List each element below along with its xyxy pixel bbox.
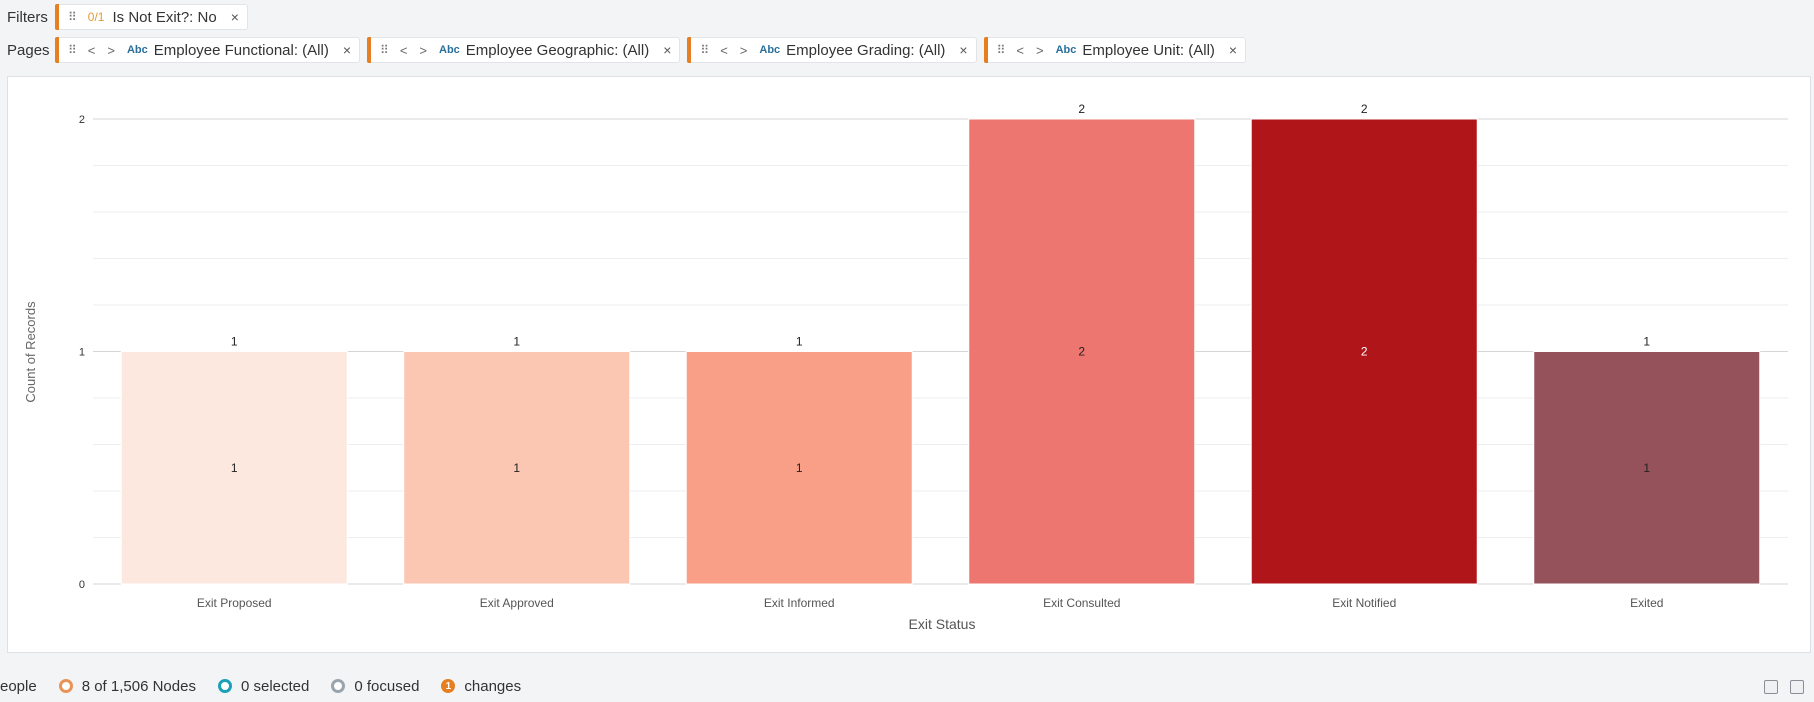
bar-top-label: 1 [231,335,238,349]
drag-handle-icon[interactable]: ⠿ [700,43,709,57]
changes-text: changes [464,677,522,695]
filter-chip-label: Is Not Exit?: No [112,8,217,26]
chevron-right-icon[interactable]: > [107,42,115,58]
x-tick-label: Exited [1630,596,1663,610]
changes-count[interactable]: 1 changes [441,678,521,695]
status-bar: eople 8 of 1,506 Nodes 0 selected 0 focu… [0,670,1814,702]
drag-handle-icon[interactable]: ⠿ [380,43,389,57]
y-tick-label: 0 [79,579,85,591]
drag-handle-icon[interactable]: ⠿ [68,43,77,57]
close-icon[interactable]: × [230,9,239,25]
focused-text: 0 focused [354,677,420,695]
close-icon[interactable]: × [663,42,672,58]
bar-value-label: 1 [513,461,520,475]
duplicate-panel-icon[interactable] [1790,680,1804,694]
bar[interactable] [403,351,631,585]
bar-top-label: 1 [1643,335,1650,349]
nodes-text: 8 of 1,506 Nodes [81,677,196,695]
filter-chip-is-not-exit[interactable]: ⠿ 0/1 Is Not Exit?: No × [55,4,248,30]
changes-badge: 1 [441,679,456,693]
chevron-right-icon[interactable]: > [739,42,748,58]
pages-row: Pages ⠿ < > Abc Employee Functional: (Al… [0,35,1253,65]
x-tick-label: Exit Consulted [1043,596,1120,610]
page-chip-label: Employee Functional: (All) [153,41,329,59]
x-tick-label: Exit Approved [480,596,554,610]
page-chip-employee-unit[interactable]: ⠿ < > Abc Employee Unit: (All) × [983,37,1247,63]
drag-handle-icon[interactable]: ⠿ [996,43,1006,57]
selected-count[interactable]: 0 selected [217,677,310,695]
bar[interactable] [1250,118,1478,585]
x-tick-label: Exit Proposed [197,596,272,610]
filters-label: Filters [7,8,48,26]
bar-value-label: 1 [1643,461,1650,475]
page-chip-label: Employee Unit: (All) [1082,41,1215,59]
focused-icon [331,679,346,693]
bar-chart: 0 1 2 1 1 Exit Proposed 1 1 Exit Approved 1 1 Exit … [23,102,1788,632]
close-icon[interactable]: × [1228,42,1238,58]
filters-row: Filters ⠿ 0/1 Is Not Exit?: No × [0,2,255,32]
y-tick-label: 2 [79,114,85,126]
page-chip-employee-functional[interactable]: ⠿ < > Abc Employee Functional: (All) × [55,37,361,63]
chart-panel: 0 1 2 1 1 Exit Proposed 1 1 Exit Approved 1 1 Exit … [7,76,1811,653]
y-tick-label: 1 [79,347,85,359]
people-label[interactable]: eople [0,677,37,695]
drag-handle-icon[interactable]: ⠿ [68,10,77,24]
chevron-left-icon[interactable]: < [399,42,408,58]
text-type-icon: Abc [439,44,460,56]
chevron-right-icon[interactable]: > [1035,42,1044,58]
chevron-left-icon[interactable]: < [1016,42,1024,58]
bar[interactable] [1533,351,1761,585]
x-tick-label: Exit Notified [1332,596,1396,610]
nodes-count[interactable]: 8 of 1,506 Nodes [58,677,196,695]
page-chip-employee-grading[interactable]: ⠿ < > Abc Employee Grading: (All) × [687,37,977,63]
focused-count[interactable]: 0 focused [331,678,419,695]
chevron-left-icon[interactable]: < [87,42,96,58]
selected-icon [217,679,232,693]
close-icon[interactable]: × [959,42,968,58]
filter-ratio: 0/1 [87,10,105,24]
bar-value-label: 2 [1078,345,1085,359]
page-chip-label: Employee Grading: (All) [786,41,946,59]
bar-top-label: 1 [513,335,520,349]
nodes-icon [58,679,73,693]
chevron-right-icon[interactable]: > [419,42,428,58]
page-chip-employee-geographic[interactable]: ⠿ < > Abc Employee Geographic: (All) × [367,37,681,63]
add-panel-icon[interactable] [1764,680,1778,694]
selected-text: 0 selected [240,677,310,695]
bar-value-label: 1 [796,461,803,475]
pages-label: Pages [7,41,50,59]
x-tick-label: Exit Informed [764,596,835,610]
bar-top-label: 2 [1361,102,1368,116]
x-axis-label: Exit Status [909,616,976,632]
bar[interactable] [968,118,1196,585]
close-icon[interactable]: × [342,42,352,58]
bar-top-label: 1 [796,335,803,349]
text-type-icon: Abc [1055,44,1077,56]
bar-value-label: 1 [231,461,238,475]
text-type-icon: Abc [126,44,148,56]
bar-top-label: 2 [1078,102,1085,116]
chevron-left-icon[interactable]: < [720,42,728,58]
corner-icons [1764,680,1804,694]
page-chip-label: Employee Geographic: (All) [465,41,650,59]
bar-value-label: 2 [1361,345,1368,359]
y-axis-label: Count of Records [23,301,38,403]
bar[interactable] [685,351,913,585]
text-type-icon: Abc [759,44,781,56]
bar[interactable] [120,351,348,585]
